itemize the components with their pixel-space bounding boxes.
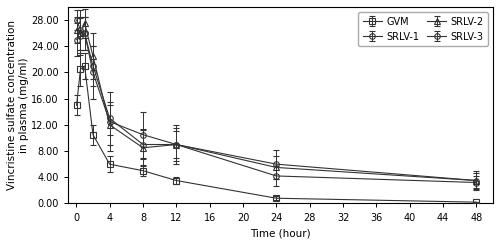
Y-axis label: Vincristine sulfate concentration
in plasma (mg/ml): Vincristine sulfate concentration in pla… [7,20,28,190]
Legend: GVM, SRLV-1, SRLV-2, SRLV-3: GVM, SRLV-1, SRLV-2, SRLV-3 [358,12,488,46]
X-axis label: Time (hour): Time (hour) [250,228,311,238]
